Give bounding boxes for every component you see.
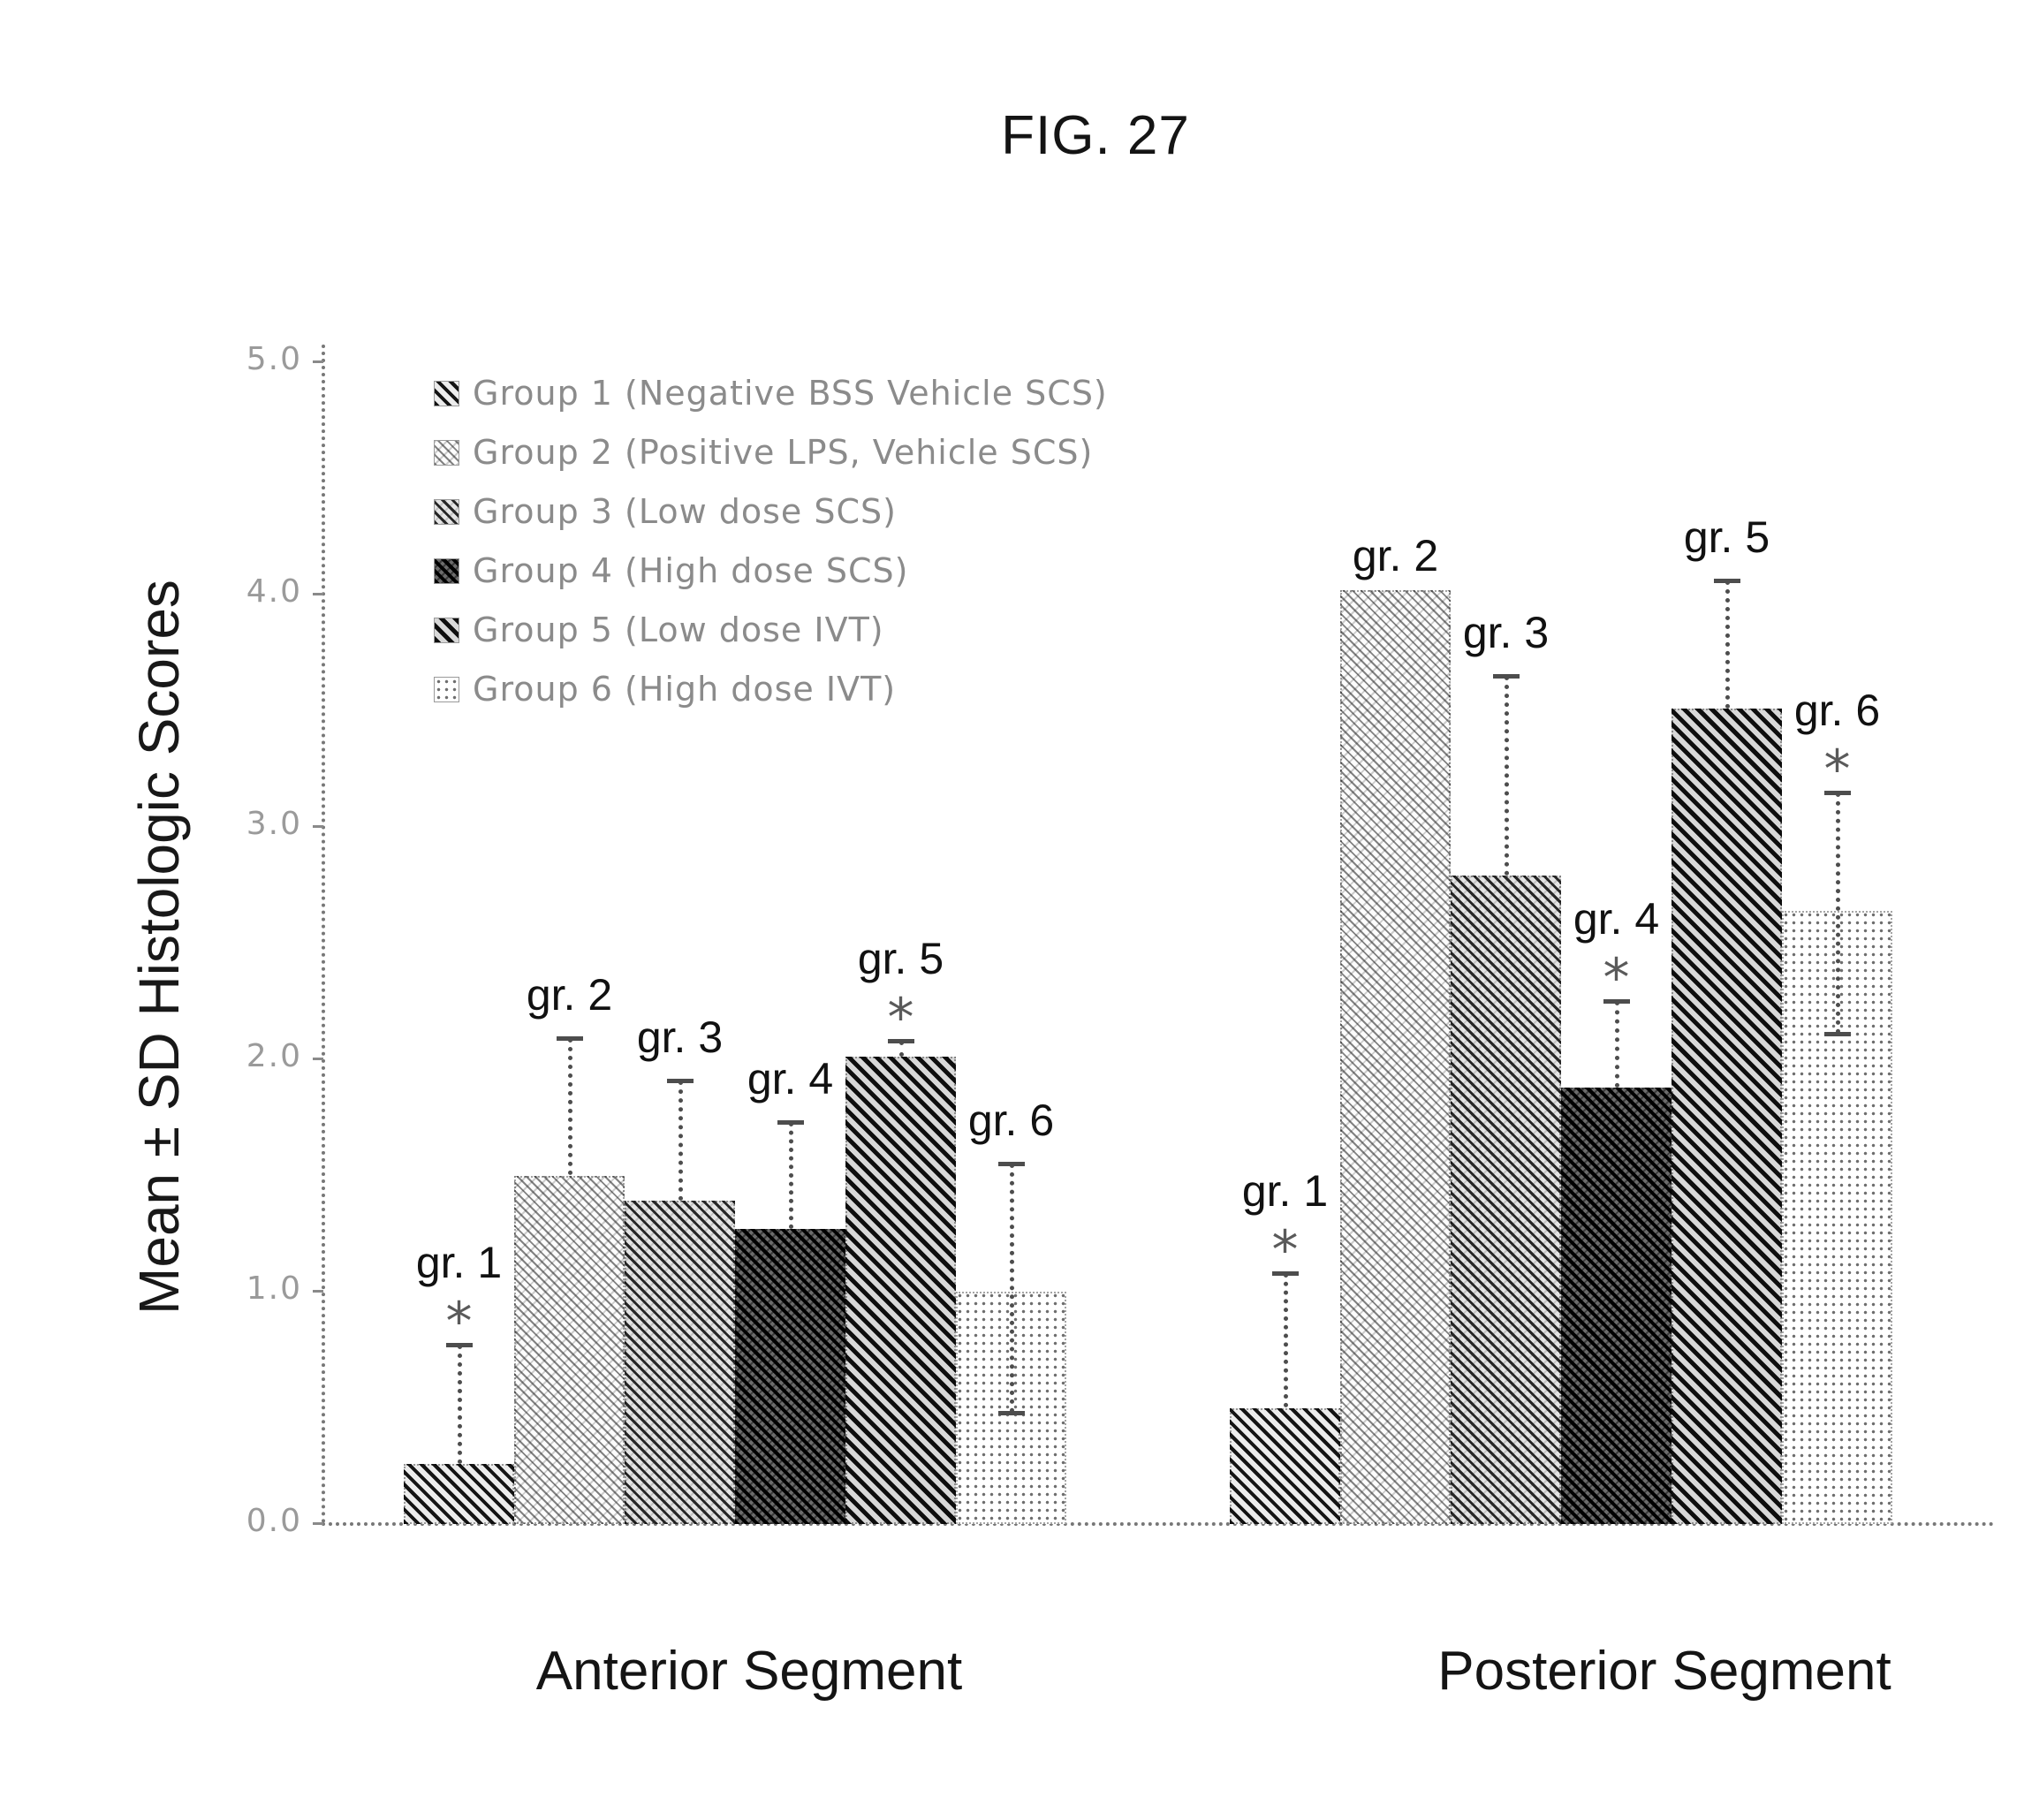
bar-anterior-gr1 (404, 1463, 514, 1524)
error-bar-anterior-gr5 (898, 1040, 904, 1058)
y-tick-mark (313, 1290, 323, 1293)
legend-label-group1: Group 1 (Negative BSS Vehicle SCS) (473, 374, 1108, 413)
legend-label-group5: Group 5 (Low dose IVT) (473, 610, 884, 649)
significance-asterisk: * (445, 1291, 473, 1354)
y-tick-mark (313, 1522, 323, 1525)
error-cap-top (1603, 999, 1630, 1005)
y-tick-label-3.0: 3.0 (246, 806, 302, 842)
bar-anterior-gr4 (735, 1228, 845, 1524)
significance-asterisk: * (1271, 1218, 1299, 1281)
error-cap-bottom (997, 1410, 1025, 1415)
y-tick-label-1.0: 1.0 (246, 1270, 302, 1307)
legend-swatch-group5 (434, 617, 459, 643)
legend-label-group6: Group 6 (High dose IVT) (473, 670, 897, 709)
error-cap-bottom (1823, 1032, 1851, 1037)
bar-posterior-gr3 (1451, 876, 1561, 1524)
bar-label-posterior-gr4: gr. 4 (1573, 894, 1660, 944)
error-cap-top (887, 1038, 914, 1043)
error-cap-top (997, 1162, 1025, 1167)
y-axis-line (322, 345, 325, 1524)
significance-asterisk: * (1603, 947, 1630, 1010)
error-bar-anterior-gr3 (678, 1080, 683, 1202)
error-bar-posterior-gr6 (1835, 792, 1840, 1035)
bar-label-anterior-gr2: gr. 2 (526, 970, 613, 1020)
y-tick-label-5.0: 5.0 (246, 341, 302, 377)
error-cap-top (1823, 790, 1851, 795)
bar-posterior-gr2 (1340, 589, 1451, 1524)
legend-swatch-group2 (434, 439, 459, 466)
bar-label-posterior-gr5: gr. 5 (1683, 512, 1770, 563)
error-bar-anterior-gr6 (1009, 1164, 1014, 1413)
error-bar-posterior-gr3 (1504, 676, 1509, 876)
y-tick-label-4.0: 4.0 (246, 573, 302, 610)
bar-posterior-gr5 (1672, 708, 1782, 1524)
legend-label-group2: Group 2 (Positive LPS, Vehicle SCS) (473, 433, 1094, 472)
x-category-label-anterior-segment: Anterior Segment (535, 1641, 963, 1702)
error-bar-posterior-gr1 (1283, 1272, 1288, 1408)
y-tick-mark (313, 825, 323, 828)
x-category-label-posterior-segment: Posterior Segment (1437, 1641, 1891, 1702)
legend-swatch-group1 (434, 380, 459, 406)
error-cap-top (1271, 1270, 1299, 1276)
legend-item-group5: Group 5 (Low dose IVT) (434, 610, 884, 650)
y-tick-label-0.0: 0.0 (246, 1503, 302, 1539)
error-bar-anterior-gr2 (567, 1038, 572, 1176)
bar-label-posterior-gr3: gr. 3 (1462, 608, 1550, 658)
bar-label-anterior-gr4: gr. 4 (747, 1054, 834, 1103)
significance-asterisk: * (1823, 738, 1851, 800)
error-cap-top (1492, 674, 1520, 679)
bar-label-posterior-gr6: gr. 6 (1793, 685, 1881, 735)
error-bar-anterior-gr4 (788, 1122, 793, 1229)
y-axis-title: Mean ± SD Histologic Scores (127, 580, 191, 1315)
legend-label-group3: Group 3 (Low dose SCS) (473, 492, 897, 531)
legend-swatch-group6 (434, 676, 459, 702)
y-tick-mark (313, 1058, 323, 1060)
significance-asterisk: * (887, 986, 914, 1049)
x-axis-line (322, 1522, 1995, 1526)
legend-item-group3: Group 3 (Low dose SCS) (434, 491, 897, 532)
legend-item-group2: Group 2 (Positive LPS, Vehicle SCS) (434, 432, 1094, 473)
bar-label-anterior-gr3: gr. 3 (636, 1012, 724, 1062)
bar-label-posterior-gr1: gr. 1 (1241, 1165, 1329, 1216)
error-cap-top (445, 1343, 473, 1348)
legend-swatch-group4 (434, 557, 459, 584)
error-bar-anterior-gr1 (457, 1345, 462, 1464)
error-cap-top (666, 1078, 694, 1083)
error-bar-posterior-gr5 (1725, 580, 1730, 709)
bar-anterior-gr3 (625, 1201, 735, 1524)
bar-label-anterior-gr5: gr. 5 (857, 933, 944, 983)
bar-anterior-gr2 (514, 1175, 625, 1524)
error-cap-top (777, 1120, 804, 1125)
bar-label-anterior-gr6: gr. 6 (967, 1096, 1055, 1146)
y-tick-label-2.0: 2.0 (246, 1038, 302, 1074)
legend-item-group6: Group 6 (High dose IVT) (434, 669, 897, 709)
error-cap-top (1713, 579, 1740, 584)
error-bar-posterior-gr4 (1614, 1001, 1619, 1088)
bar-posterior-gr4 (1561, 1087, 1672, 1524)
legend-label-group4: Group 4 (High dose SCS) (473, 551, 909, 590)
y-tick-mark (313, 593, 323, 595)
error-cap-top (556, 1036, 583, 1042)
legend-item-group1: Group 1 (Negative BSS Vehicle SCS) (434, 373, 1108, 413)
bar-posterior-gr1 (1230, 1407, 1340, 1524)
y-tick-mark (313, 360, 323, 363)
bar-label-posterior-gr2: gr. 2 (1352, 530, 1439, 580)
figure-title: FIG. 27 (1001, 105, 1190, 166)
legend-item-group4: Group 4 (High dose SCS) (434, 550, 909, 591)
bar-anterior-gr5 (845, 1057, 956, 1524)
legend-swatch-group3 (434, 498, 459, 525)
bar-label-anterior-gr1: gr. 1 (415, 1238, 503, 1288)
